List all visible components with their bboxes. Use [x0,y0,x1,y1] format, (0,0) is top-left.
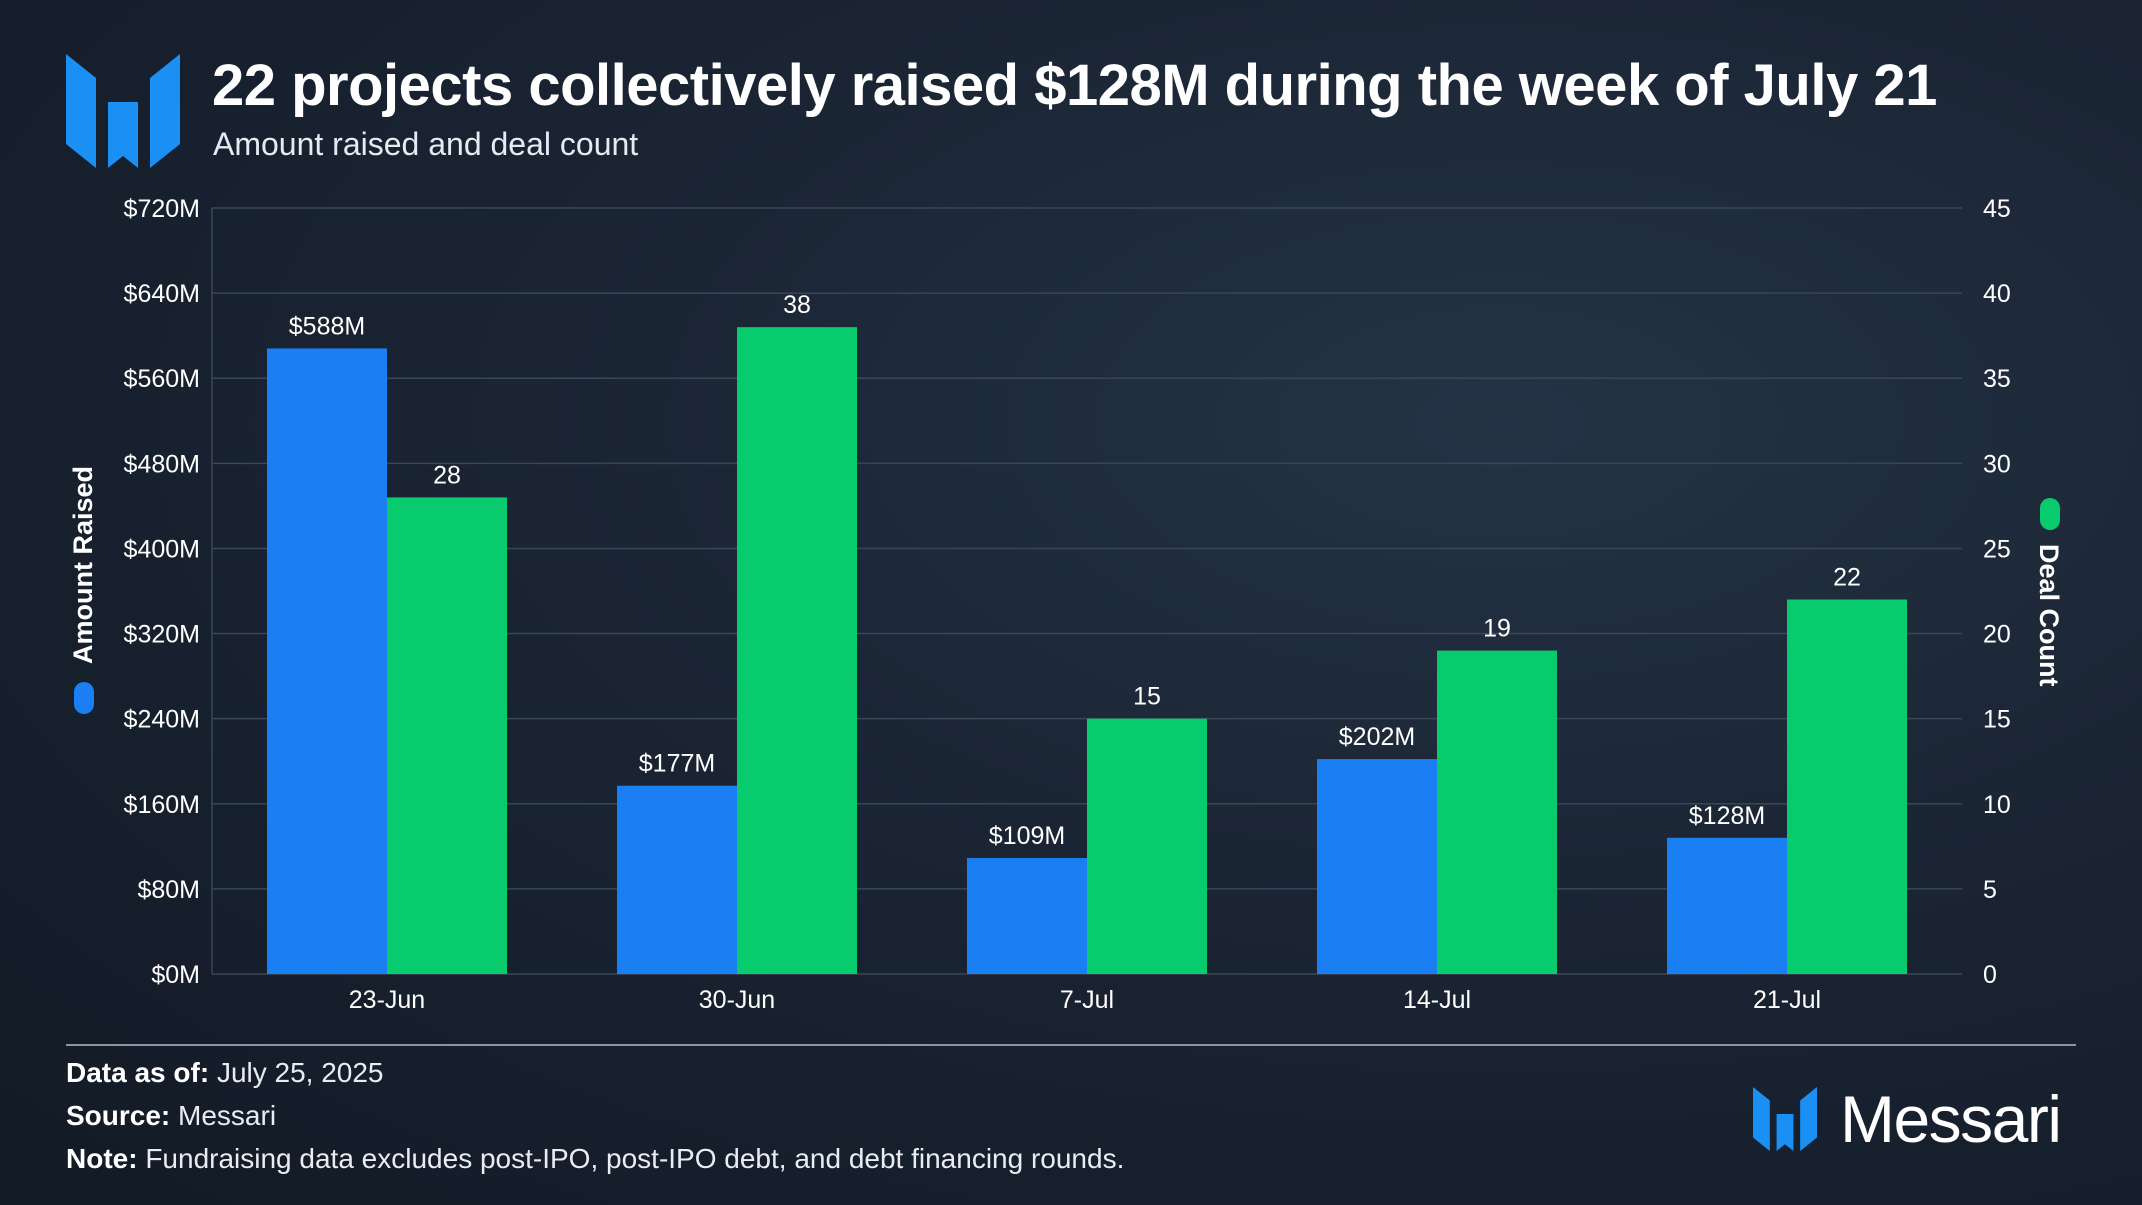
legend-deals-marker [2040,498,2060,530]
chart-title: 22 projects collectively raised $128M du… [212,53,1937,118]
footer-data-as-of: Data as of: July 25, 2025 [66,1057,384,1088]
y-right-axis-label: Deal Count [2034,544,2064,687]
x-tick-label: 23-Jun [349,986,425,1014]
footer-divider [66,1044,2076,1046]
bar-deal-count [737,327,857,975]
chart-subtitle: Amount raised and deal count [213,126,639,162]
x-tick-label: 30-Jun [699,986,775,1014]
y-left-tick-label: $640M [124,280,200,308]
y-right-tick-label: 45 [1983,195,2011,223]
y-right-tick-label: 35 [1983,365,2011,393]
y-left-tick-label: $720M [124,195,200,223]
y-right-tick-label: 10 [1983,791,2011,819]
footer-note: Note: Fundraising data excludes post-IPO… [66,1143,1125,1174]
messari-logo-icon [66,54,180,168]
y-right-tick-label: 40 [1983,280,2011,308]
messari-brand: Messari [1752,1082,2062,1156]
y-left-tick-label: $160M [124,791,200,819]
legend-amount-marker [74,682,94,714]
x-tick-label: 14-Jul [1403,986,1471,1014]
bar-amount-raised [1667,837,1787,974]
bar-deal-count [1087,718,1207,974]
x-tick-label: 7-Jul [1060,986,1114,1014]
y-left-tick-label: $560M [124,365,200,393]
y-left-axis-label: Amount Raised [68,466,98,664]
y-left-tick-label: $480M [124,450,200,478]
data-label-deals: 38 [783,291,811,319]
bar-deal-count [1437,650,1557,974]
y-right-tick-label: 20 [1983,621,2011,649]
y-right-tick-label: 5 [1983,876,1997,904]
messari-brand-icon [1753,1087,1817,1151]
footer-source: Source: Messari [66,1100,277,1131]
data-label-deals: 19 [1483,615,1511,643]
brand-name: Messari [1840,1082,2062,1156]
bar-deal-count [1787,599,1907,974]
y-right-tick-label: 25 [1983,535,2011,563]
bar-amount-raised [967,858,1087,974]
data-label-amount: $109M [989,822,1065,850]
data-label-deals: 28 [433,461,461,489]
data-label-amount: $588M [289,312,365,340]
y-right-tick-label: 0 [1983,961,1997,989]
bar-amount-raised [267,348,387,974]
data-label-deals: 22 [1833,564,1861,592]
chart: $0M $80M $160M $240M $320M $400M $480M $560M $64… [68,195,2064,1014]
y-left-tick-label: $80M [137,876,200,904]
y-left-tick-label: $400M [124,535,200,563]
y-left-tick-label: $0M [151,961,200,989]
y-right-tick-label: 15 [1983,706,2011,734]
data-label-amount: $202M [1339,723,1415,751]
bar-amount-raised [1317,759,1437,974]
y-left-tick-label: $320M [124,621,200,649]
x-tick-label: 21-Jul [1753,986,1821,1014]
data-label-amount: $177M [639,750,715,778]
y-left-tick-label: $240M [124,706,200,734]
bar-amount-raised [617,785,737,974]
y-right-tick-label: 30 [1983,450,2011,478]
data-label-deals: 15 [1133,683,1161,711]
data-label-amount: $128M [1689,802,1765,830]
bar-deal-count [387,497,507,974]
